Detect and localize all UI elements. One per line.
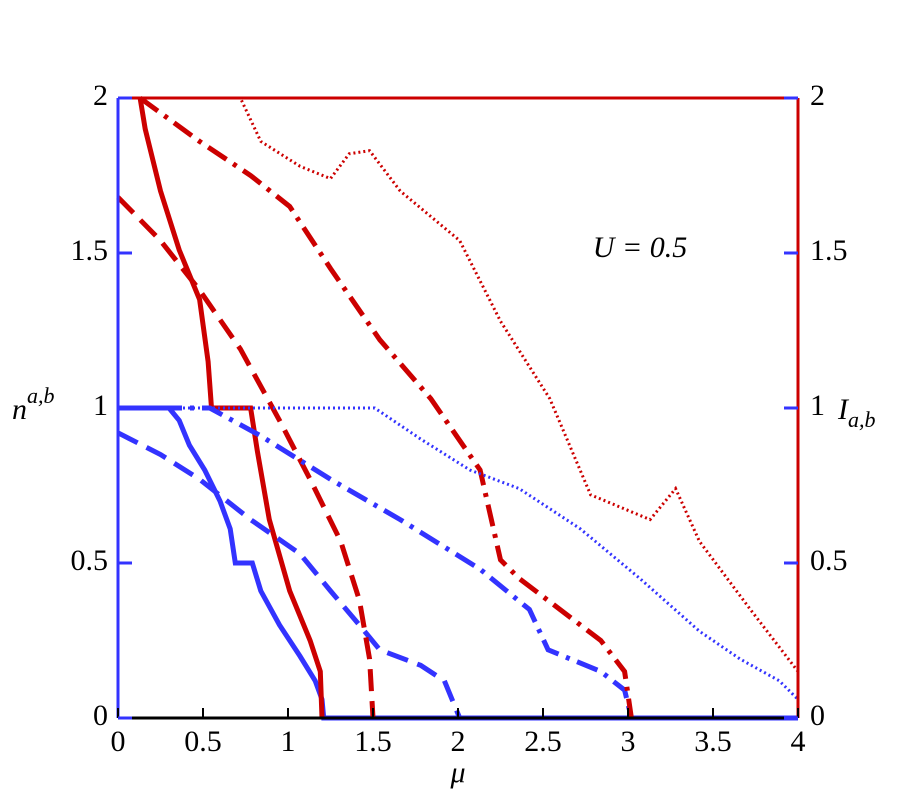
y-tick-label: 0	[93, 699, 108, 732]
y2-axis-label: Ia,b	[837, 393, 876, 432]
x-tick-label: 2	[451, 725, 466, 758]
series-line	[118, 405, 798, 721]
series-line	[118, 96, 800, 673]
x-tick-label: 2.5	[524, 725, 562, 758]
y-label-sup: a,b	[27, 383, 55, 408]
y-tick-label: 2	[93, 79, 108, 112]
series-line	[118, 405, 634, 719]
annotation: U = 0.5	[593, 231, 687, 264]
x-tick-label: 0.5	[184, 725, 222, 758]
y2-tick-label: 1	[810, 389, 825, 422]
x-tick-label: 1.5	[354, 725, 392, 758]
x-tick-label: 3	[621, 725, 636, 758]
x-tick-label: 1	[281, 725, 296, 758]
series-line	[116, 430, 463, 719]
y2-label-main: I	[837, 393, 850, 426]
series-line	[138, 95, 634, 719]
y2-tick-label: 0	[810, 699, 825, 732]
y-label-main: n	[12, 393, 27, 426]
y-tick-label: 1.5	[71, 234, 109, 267]
y2-tick-label: 2	[810, 79, 825, 112]
series-line	[118, 406, 800, 701]
y2-tick-label: 1.5	[810, 234, 848, 267]
y-tick-label: 0.5	[71, 544, 109, 577]
y-axis-label: na,b	[12, 383, 55, 426]
x-tick-label: 3.5	[694, 725, 732, 758]
y2-label-sub: a,b	[848, 407, 876, 432]
x-axis-label: μ	[449, 756, 465, 789]
y2-tick-label: 0.5	[810, 544, 848, 577]
x-tick-label: 4	[791, 725, 806, 758]
x-tick-label: 0	[111, 725, 126, 758]
series-line	[137, 97, 325, 719]
y-tick-label: 1	[93, 389, 108, 422]
